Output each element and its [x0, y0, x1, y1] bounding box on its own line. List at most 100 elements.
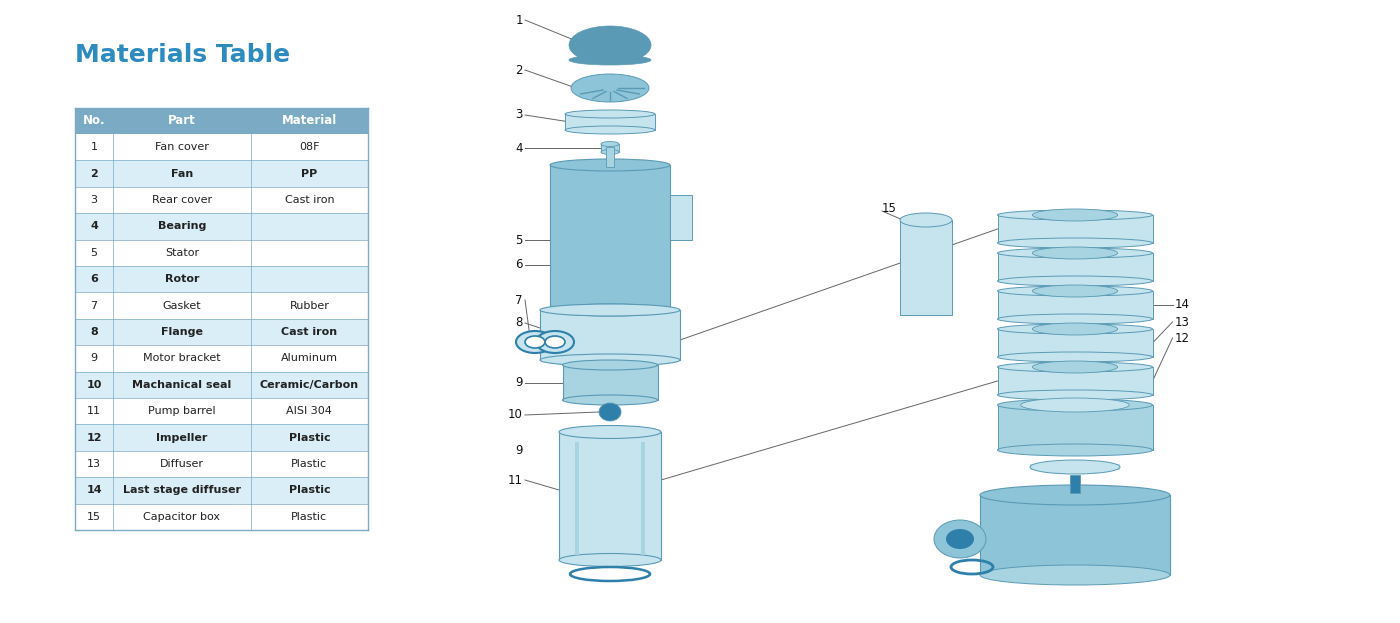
Ellipse shape: [563, 395, 658, 405]
Bar: [76, 134, 368, 160]
Text: Rear cover: Rear cover: [151, 195, 211, 205]
Bar: [76, 266, 368, 292]
Text: Cast iron: Cast iron: [284, 195, 335, 205]
Bar: [601, 144, 619, 152]
Ellipse shape: [566, 110, 655, 118]
Text: Material: Material: [281, 115, 337, 128]
Bar: [76, 345, 368, 371]
Text: Impeller: Impeller: [157, 432, 207, 442]
Text: 7: 7: [91, 301, 98, 311]
Ellipse shape: [1032, 285, 1117, 297]
Text: 9: 9: [515, 376, 524, 389]
Text: 4: 4: [90, 221, 98, 231]
Bar: [550, 165, 671, 310]
Text: 2: 2: [90, 169, 98, 179]
Text: Cast iron: Cast iron: [281, 327, 337, 337]
Ellipse shape: [568, 55, 651, 65]
Ellipse shape: [997, 399, 1152, 411]
Text: 10: 10: [508, 409, 524, 422]
Text: Rubber: Rubber: [290, 301, 329, 311]
Text: 12: 12: [1175, 331, 1190, 345]
Text: 6: 6: [90, 274, 98, 284]
Text: 6: 6: [515, 259, 524, 272]
Text: 8: 8: [90, 327, 98, 337]
Bar: [76, 371, 368, 398]
Bar: [76, 187, 368, 213]
Ellipse shape: [1021, 398, 1130, 412]
Text: Plastic: Plastic: [291, 459, 328, 469]
Ellipse shape: [599, 403, 622, 421]
Text: 3: 3: [515, 108, 524, 121]
Ellipse shape: [559, 426, 661, 439]
Text: 14: 14: [87, 485, 102, 495]
Text: Motor bracket: Motor bracket: [143, 353, 221, 363]
Text: No.: No.: [83, 115, 105, 128]
Ellipse shape: [1032, 247, 1117, 259]
Text: Pump barrel: Pump barrel: [148, 406, 216, 416]
Bar: [76, 398, 368, 424]
Ellipse shape: [1030, 460, 1120, 474]
Bar: [76, 292, 368, 319]
Text: 11: 11: [508, 473, 524, 487]
Ellipse shape: [563, 360, 658, 370]
Ellipse shape: [545, 336, 566, 348]
Text: 13: 13: [87, 459, 101, 469]
Text: Rotor: Rotor: [165, 274, 199, 284]
Text: PP: PP: [301, 169, 318, 179]
Bar: [575, 442, 580, 555]
Bar: [76, 477, 368, 503]
Ellipse shape: [980, 565, 1170, 585]
Ellipse shape: [525, 336, 545, 348]
Bar: [76, 160, 368, 187]
Bar: [997, 405, 1152, 450]
Text: 11: 11: [87, 406, 101, 416]
Text: 15: 15: [87, 512, 101, 522]
Text: 1: 1: [515, 14, 524, 27]
Text: 13: 13: [1175, 315, 1190, 328]
Bar: [997, 329, 1152, 357]
Text: Last stage diffuser: Last stage diffuser: [123, 485, 241, 495]
Text: Fan cover: Fan cover: [155, 142, 209, 152]
Text: 2: 2: [515, 64, 524, 77]
Text: 12: 12: [87, 432, 102, 442]
Text: 4: 4: [515, 141, 524, 155]
Bar: [641, 442, 645, 555]
Bar: [900, 220, 952, 315]
Text: 5: 5: [91, 248, 98, 258]
Ellipse shape: [601, 141, 619, 146]
Bar: [671, 195, 692, 240]
Text: Ceramic/Carbon: Ceramic/Carbon: [260, 380, 358, 390]
Bar: [76, 108, 368, 134]
Ellipse shape: [540, 354, 680, 366]
Ellipse shape: [997, 210, 1152, 220]
Ellipse shape: [517, 331, 554, 353]
Text: 5: 5: [515, 234, 524, 247]
Text: Fan: Fan: [171, 169, 193, 179]
Ellipse shape: [997, 324, 1152, 334]
Ellipse shape: [997, 362, 1152, 372]
Bar: [76, 319, 368, 345]
Text: 15: 15: [882, 201, 897, 214]
Bar: [566, 114, 655, 130]
Text: 1: 1: [91, 142, 98, 152]
Bar: [540, 310, 680, 360]
Ellipse shape: [540, 304, 680, 316]
Ellipse shape: [1032, 323, 1117, 335]
Text: 7: 7: [515, 293, 524, 307]
Bar: [997, 367, 1152, 395]
Text: Plastic: Plastic: [288, 485, 330, 495]
Ellipse shape: [997, 444, 1152, 456]
Text: 14: 14: [1175, 298, 1190, 312]
Bar: [606, 147, 615, 167]
Ellipse shape: [566, 126, 655, 134]
Text: Gasket: Gasket: [162, 301, 202, 311]
Text: Part: Part: [168, 115, 196, 128]
Text: 08F: 08F: [300, 142, 319, 152]
Ellipse shape: [997, 390, 1152, 400]
Ellipse shape: [559, 553, 661, 566]
Bar: [76, 213, 368, 240]
Text: Diffuser: Diffuser: [160, 459, 204, 469]
Ellipse shape: [997, 314, 1152, 324]
Text: Capacitor box: Capacitor box: [143, 512, 220, 522]
Bar: [76, 424, 368, 451]
